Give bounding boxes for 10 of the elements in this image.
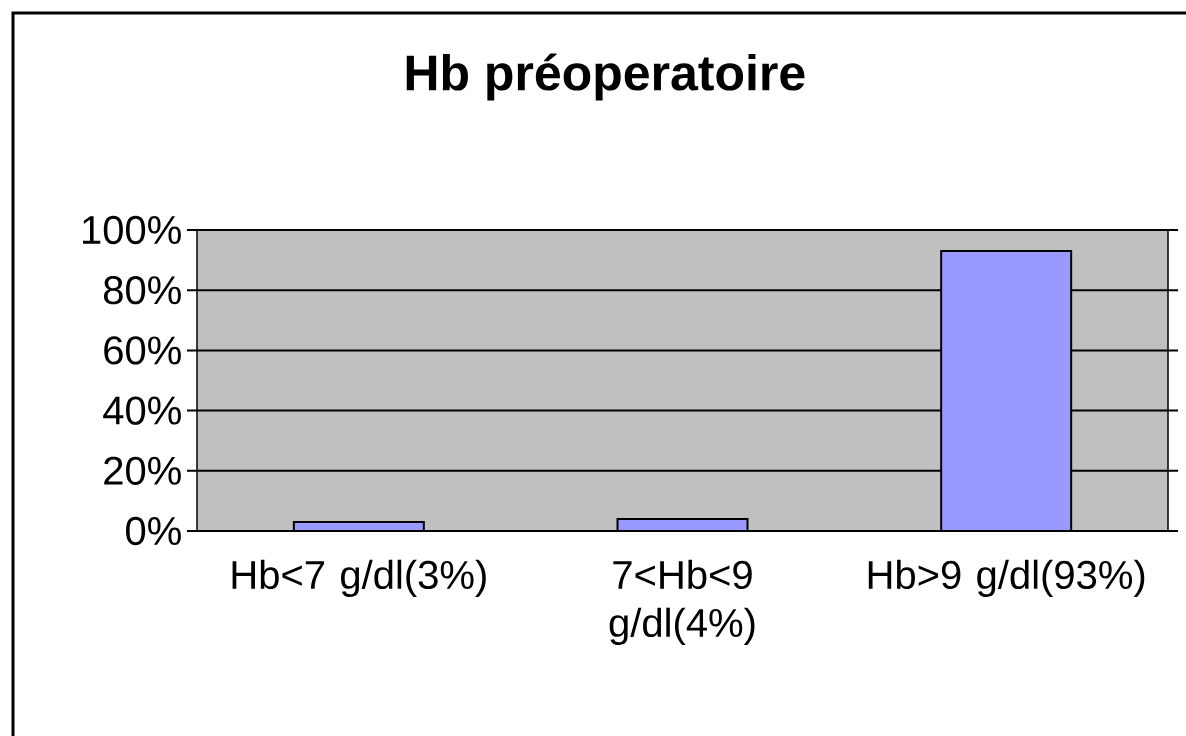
x-tick-label: 7<Hb<9 g/dl(4%) [609, 559, 755, 645]
x-tick-label: Hb>9 g/dl(93%) [868, 559, 1145, 597]
y-tick-label: 60% [104, 336, 181, 365]
y-tick-label: 40% [103, 396, 181, 425]
x-tick-label: Hb<7 g/dl(3%) [232, 559, 486, 597]
chart-title: Hb préoperatoire [406, 53, 805, 101]
y-tick-label: 0% [126, 516, 181, 546]
y-tick-label: 80% [103, 276, 181, 305]
y-tick-label: 100% [83, 215, 181, 245]
y-tick-label: 20% [104, 456, 181, 485]
